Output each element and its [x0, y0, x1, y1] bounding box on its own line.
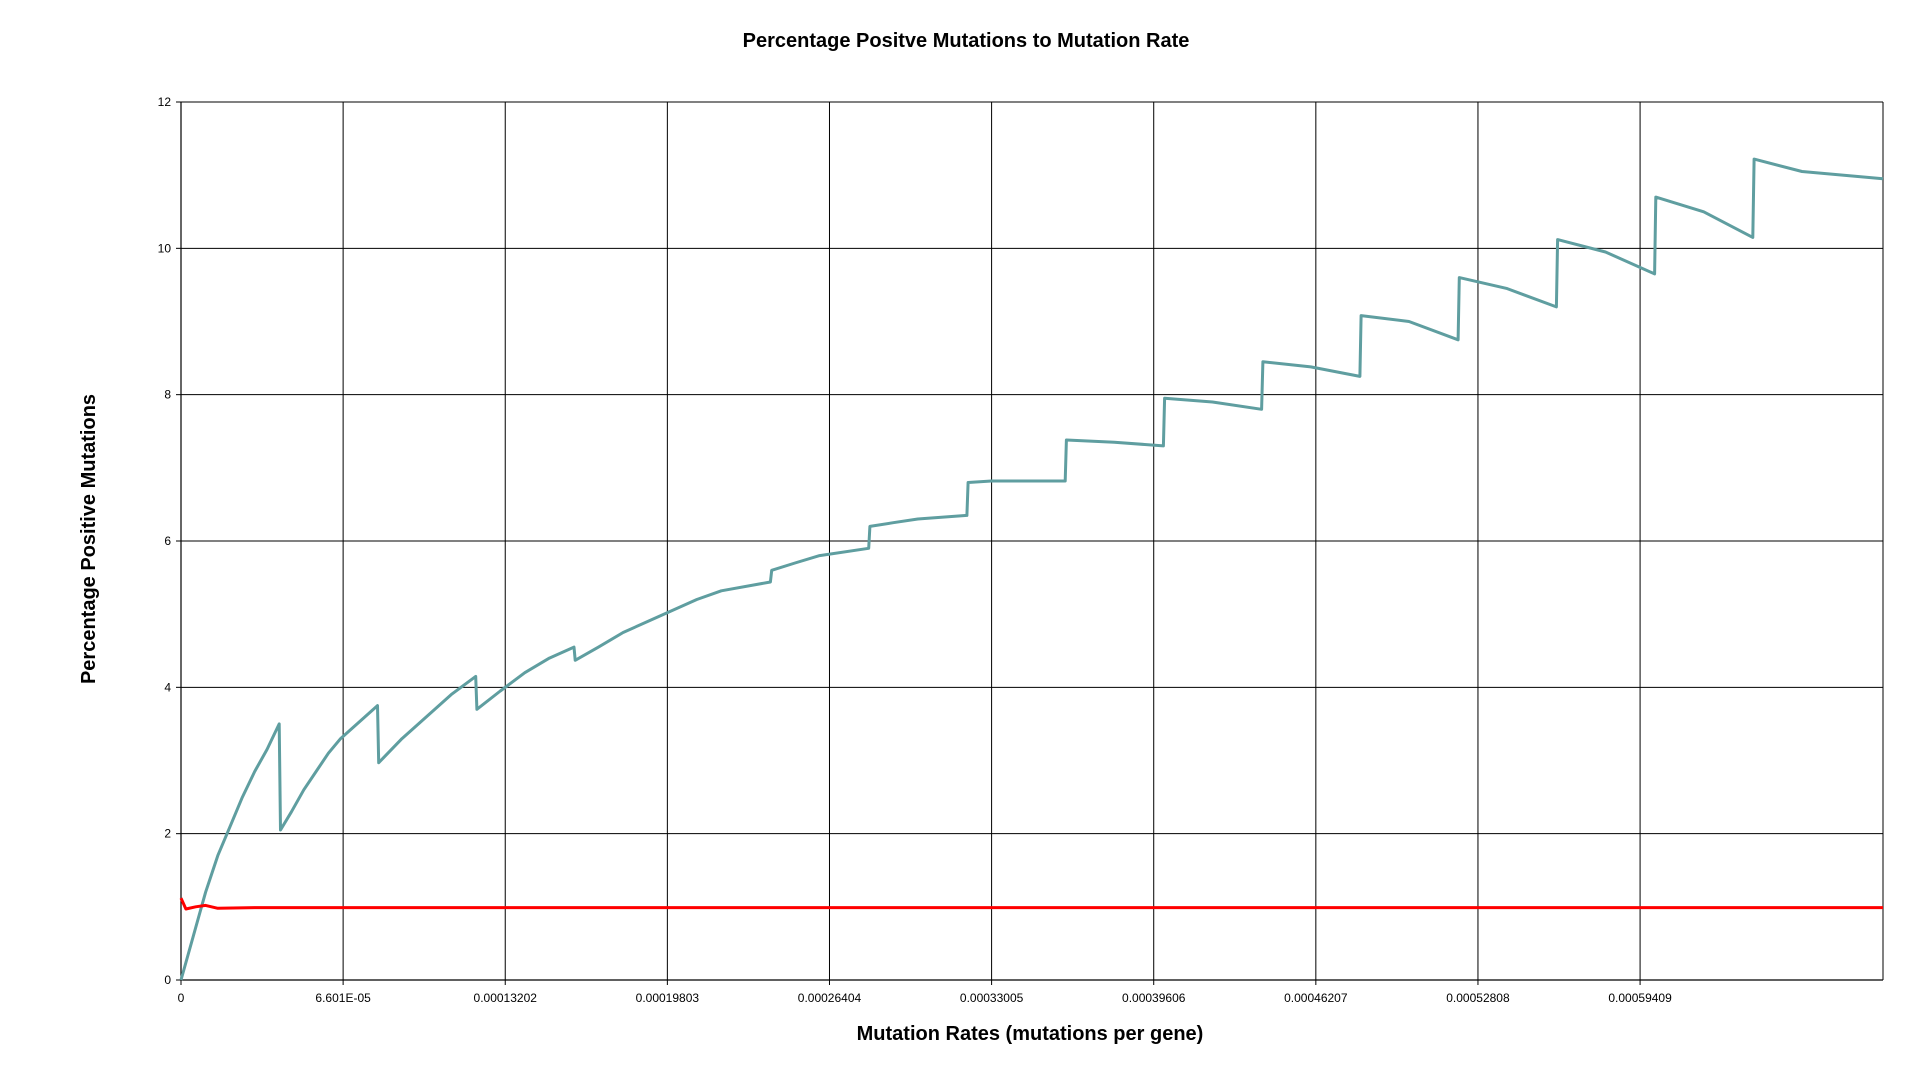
tick-labels: 0 2 4 6 8 10 12 0 6.601E-05 0.00013202 0.00019803 0…: [158, 95, 1672, 1005]
x-tick-label: 0.00033005: [960, 991, 1024, 1005]
y-tick-label: 4: [164, 680, 171, 694]
series-line-1: [179, 897, 1883, 911]
x-tick-label: 0.00039606: [1122, 991, 1186, 1005]
y-tick-label: 6: [164, 534, 171, 548]
x-tick-label: 0.00046207: [1284, 991, 1348, 1005]
x-tick-label: 0.00052808: [1446, 991, 1510, 1005]
x-tick-label: 0: [178, 991, 185, 1005]
y-tick-label: 10: [158, 241, 172, 255]
x-tick-label: 0.00059409: [1608, 991, 1672, 1005]
series-line-0: [179, 157, 1884, 981]
y-tick-label: 2: [164, 827, 171, 841]
x-tick-label: 0.00019803: [636, 991, 700, 1005]
grid: [176, 101, 1884, 985]
x-tick-label: 0.00026404: [798, 991, 862, 1005]
x-tick-label: 6.601E-05: [315, 991, 371, 1005]
y-tick-label: 0: [164, 973, 171, 987]
chart-title: Percentage Positve Mutations to Mutation…: [743, 30, 1190, 52]
y-axis-label: Percentage Positive Mutations: [78, 394, 100, 684]
x-axis-label: Mutation Rates (mutations per gene): [857, 1023, 1204, 1045]
y-tick-label: 12: [158, 95, 172, 109]
y-tick-label: 8: [164, 388, 171, 402]
series-lines: [179, 157, 1884, 981]
x-tick-label: 0.00013202: [474, 991, 538, 1005]
